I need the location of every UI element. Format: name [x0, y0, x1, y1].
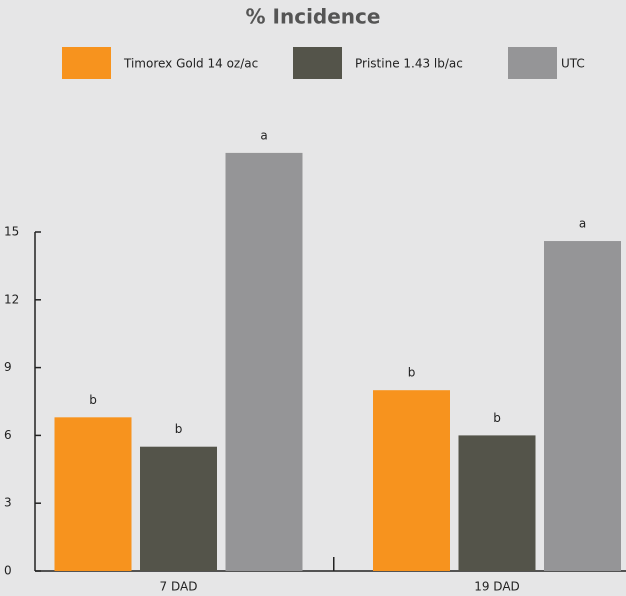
y-tick-label: 15 — [4, 225, 19, 239]
chart-title: % Incidence — [246, 5, 381, 29]
legend-swatch — [293, 47, 342, 79]
legend-label: Timorex Gold 14 oz/ac — [123, 57, 258, 71]
bar — [54, 417, 132, 571]
y-tick-label: 9 — [4, 360, 12, 374]
significance-letter: b — [493, 411, 501, 425]
y-tick-label: 6 — [4, 428, 12, 442]
y-tick-label: 3 — [4, 496, 12, 510]
significance-letter: b — [89, 393, 97, 407]
bar — [373, 390, 450, 571]
legend-swatch — [62, 47, 111, 79]
bar — [225, 152, 303, 571]
legend-swatch — [508, 47, 557, 79]
legend-label: UTC — [561, 57, 585, 71]
bar — [544, 241, 621, 572]
x-tick-label: 19 DAD — [474, 580, 520, 594]
significance-letter: b — [408, 366, 416, 380]
bar — [458, 435, 536, 571]
y-tick-label: 12 — [4, 292, 19, 306]
bar — [140, 446, 217, 571]
x-tick-label: 7 DAD — [160, 580, 198, 594]
significance-letter: b — [175, 422, 183, 436]
y-tick-label: 0 — [4, 564, 12, 578]
significance-letter: a — [579, 217, 586, 231]
legend-label: Pristine 1.43 lb/ac — [355, 57, 463, 71]
significance-letter: a — [260, 128, 267, 142]
